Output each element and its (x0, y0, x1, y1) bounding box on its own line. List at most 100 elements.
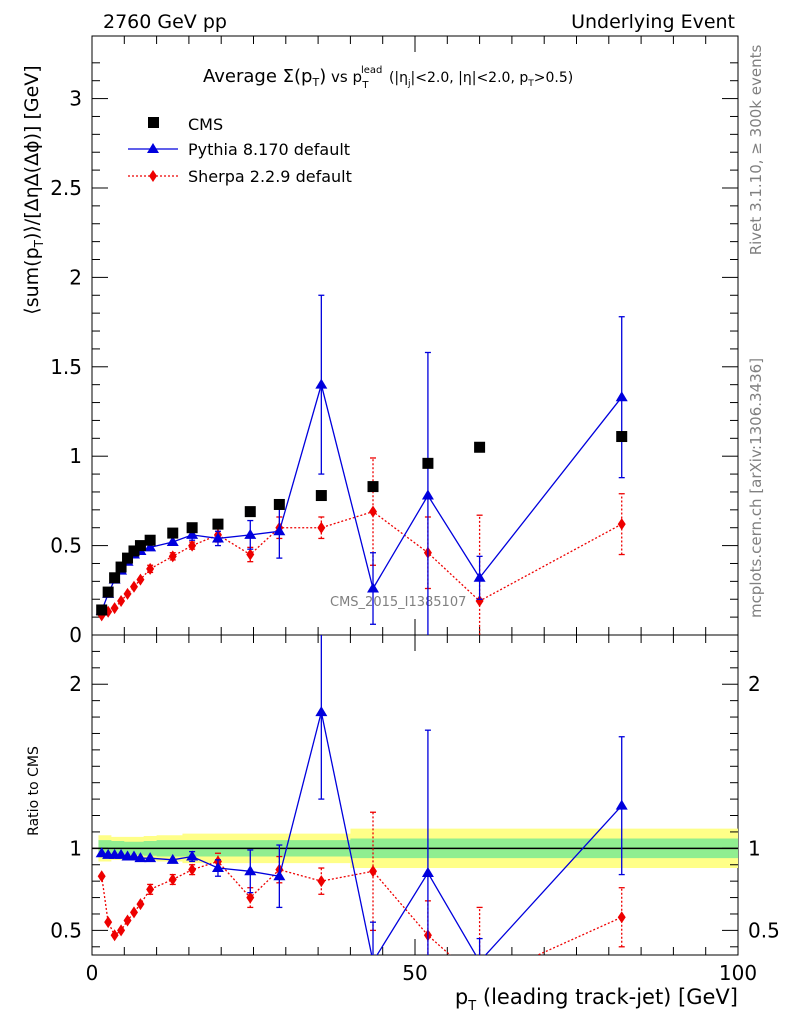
pythia-point (211, 532, 224, 543)
ratio-y-tick-label: 2 (69, 672, 82, 696)
header-event-label: Underlying Event (571, 11, 735, 33)
legend: CMS Pythia 8.170 default Sherpa 2.2.9 de… (128, 115, 352, 186)
pythia-point (421, 489, 434, 500)
data-series (95, 294, 628, 966)
sherpa-point (123, 587, 132, 600)
sherpa-point (188, 539, 197, 552)
pythia-ratio-point (367, 956, 379, 966)
pythia-ratio-point (186, 850, 199, 861)
main-y-axis-title: ⟨sum(pT)⟩/[ΔηΔ(Δϕ)] [GeV] (21, 65, 46, 314)
ratio-y-tick-label: 0.5 (50, 918, 82, 942)
sherpa-ratio-point (317, 875, 326, 888)
pythia-point (244, 528, 257, 539)
main-y-tick-label: 0.5 (50, 534, 82, 558)
cms-point (367, 481, 379, 493)
plot-title: Average Σ(pT) vs plead T (|ηj|<2.0, |η|<2… (203, 65, 573, 91)
sherpa-line (101, 510, 623, 616)
sherpa-point (117, 595, 126, 608)
cms-point (96, 604, 108, 616)
sherpa-ratio-point (188, 863, 197, 876)
pythia-point (144, 541, 157, 552)
x-tick-label: 50 (402, 961, 427, 985)
pythia-ratio-point (273, 870, 286, 881)
legend-pythia-marker (147, 143, 159, 153)
main-y-tick-label: 3 (69, 87, 82, 111)
pythia-ratio-point (211, 862, 224, 873)
main-series-group (95, 294, 628, 635)
sherpa-ratio-point (110, 929, 119, 942)
pythia-line (101, 382, 623, 612)
cms-point (144, 534, 156, 546)
sherpa-ratio-point (246, 891, 255, 904)
ratio-y-tick-label-right: 1 (748, 836, 761, 860)
cms-point (128, 545, 140, 557)
cms-point (244, 506, 256, 518)
sherpa-point (317, 521, 326, 534)
analysis-watermark: CMS_2015_I1385107 (330, 595, 466, 610)
pythia-point (166, 536, 179, 547)
ratio-panel-frame (91, 634, 739, 956)
header-energy-label: 2760 GeV pp (103, 11, 227, 33)
rivet-version-label: Rivet 3.1.10, ≥ 300k events (747, 45, 765, 256)
pythia-ratio-point (421, 866, 434, 877)
x-tick-label: 100 (719, 961, 757, 985)
sherpa-ratio-point (617, 911, 626, 924)
mcplots-reference-label: mcplots.cern.ch [arXiv:1306.3436] (747, 358, 765, 618)
ratio-y-tick-label: 1 (69, 836, 82, 860)
ratio-series-group (95, 635, 628, 966)
pythia-point (273, 525, 286, 536)
sherpa-point (136, 573, 145, 586)
main-y-tick-label: 2.5 (50, 176, 82, 200)
legend-sherpa-label: Sherpa 2.2.9 default (188, 167, 352, 186)
legend-sherpa-marker (149, 170, 157, 182)
pythia-point (473, 571, 486, 582)
legend-cms-label: CMS (188, 115, 223, 134)
pythia-point (615, 391, 628, 402)
main-y-tick-label: 1 (69, 444, 82, 468)
ratio-y-axis-title: Ratio to CMS (26, 746, 42, 836)
pythia-point (367, 582, 380, 593)
sherpa-ratio-point (146, 883, 155, 896)
sherpa-ratio-point (104, 916, 113, 929)
cms-point (616, 431, 628, 443)
cms-point (186, 522, 198, 534)
sherpa-ratio-point (129, 906, 138, 919)
pythia-ratio-point (244, 865, 257, 876)
cms-point (102, 586, 114, 598)
ratio-y-tick-label-right: 2 (748, 672, 761, 696)
x-tick-label: 0 (86, 961, 99, 985)
cms-point (134, 540, 146, 552)
legend-pythia-label: Pythia 8.170 default (188, 140, 350, 159)
cms-point (122, 552, 134, 564)
sherpa-ratio-point (369, 865, 378, 878)
sherpa-point (369, 505, 378, 518)
pythia-ratio-point (166, 853, 179, 864)
cms-point (474, 441, 486, 453)
cms-point (167, 527, 179, 539)
sherpa-point (146, 562, 155, 575)
cms-point (212, 518, 224, 530)
pythia-ratio-point (315, 706, 328, 717)
sherpa-point (168, 550, 177, 563)
sherpa-ratio-point (168, 873, 177, 886)
pythia-ratio-point (615, 799, 628, 810)
pythia-ratio-point (474, 956, 486, 966)
sherpa-ratio-point (117, 924, 126, 937)
sherpa-ratio-point (136, 898, 145, 911)
sherpa-point (475, 595, 484, 608)
legend-cms-marker (148, 117, 159, 128)
pythia-point (186, 528, 199, 539)
sherpa-ratio-line (101, 860, 622, 955)
pythia-ratio-point (134, 852, 147, 863)
cms-point (315, 490, 327, 502)
main-y-tick-label: 2 (69, 265, 82, 289)
sherpa-point (617, 518, 626, 531)
pythia-ratio-point (144, 852, 157, 863)
cms-point (109, 572, 121, 584)
cms-point (422, 457, 434, 469)
cms-point (115, 561, 127, 573)
sherpa-point (110, 602, 119, 615)
sherpa-point (246, 548, 255, 561)
